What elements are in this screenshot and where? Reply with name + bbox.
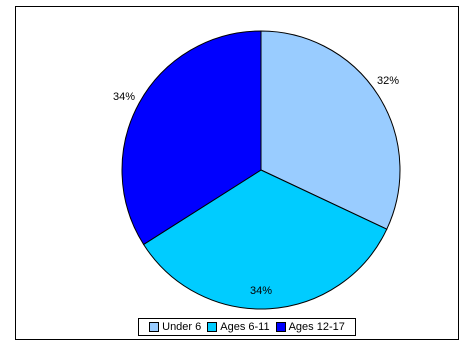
pie-slices <box>121 30 401 310</box>
pie-slice-under-6 <box>260 30 401 230</box>
legend-item-ages-12-17: Ages 12-17 <box>275 321 345 333</box>
legend-swatch-ages-6-11 <box>207 322 218 332</box>
pie-chart: 32% 34% 34% <box>113 30 401 310</box>
legend-label-ages-12-17: Ages 12-17 <box>288 321 345 333</box>
legend: Under 6 Ages 6-11 Ages 12-17 <box>138 318 356 336</box>
pie-label-under-6: 32% <box>377 75 399 87</box>
pie-slice-ages-6-11 <box>142 169 388 310</box>
pie-label-ages-12-17: 34% <box>113 91 135 103</box>
pie-slice-ages-12-17 <box>121 30 262 246</box>
pie-percent-labels: 32% 34% 34% <box>113 75 399 297</box>
legend-label-under-6: Under 6 <box>162 321 202 333</box>
chart-frame: 32% 34% 34% Under 6 Ages 6-11 Ages 12-17 <box>15 6 459 340</box>
legend-swatch-under-6 <box>149 322 160 332</box>
pie-label-ages-6-11: 34% <box>250 285 272 297</box>
legend-item-under-6: Under 6 <box>149 321 201 333</box>
legend-swatch-ages-12-17 <box>275 322 286 332</box>
legend-label-ages-6-11: Ages 6-11 <box>220 321 270 333</box>
legend-item-ages-6-11: Ages 6-11 <box>207 321 270 333</box>
